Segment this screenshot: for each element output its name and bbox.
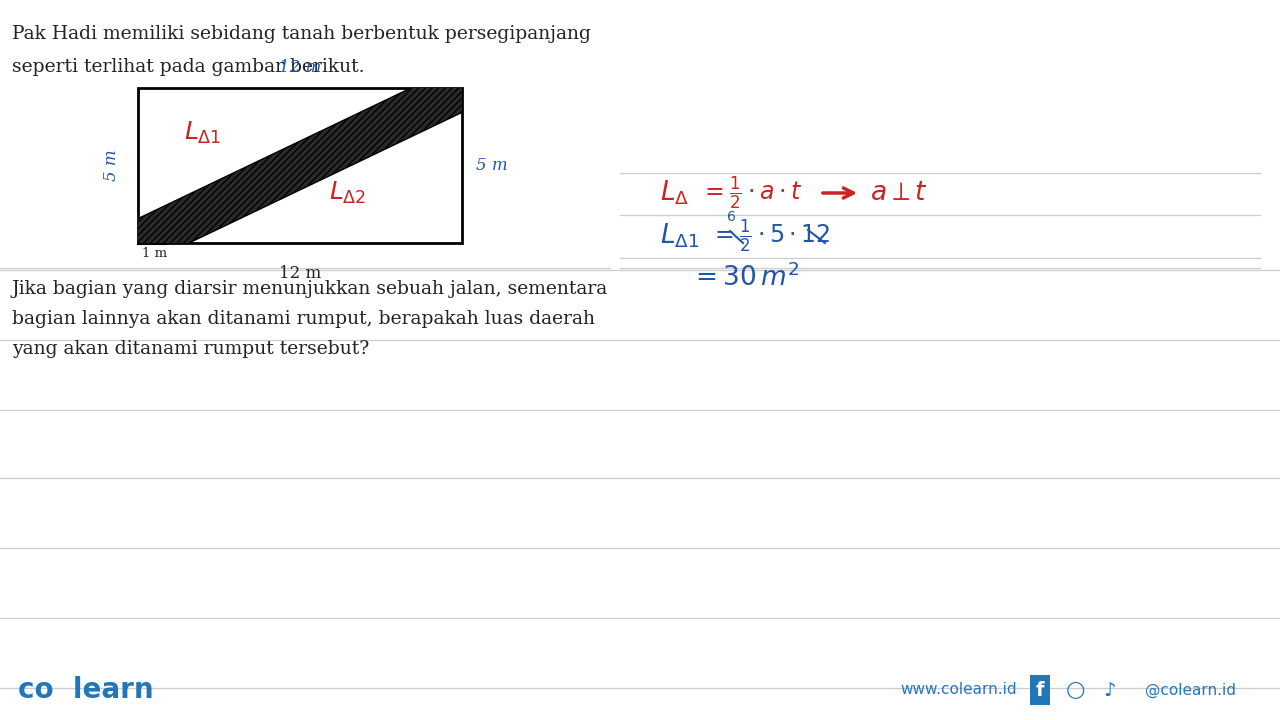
Text: 5 m: 5 m [476,157,508,174]
Text: Pak Hadi memiliki sebidang tanah berbentuk persegipanjang: Pak Hadi memiliki sebidang tanah berbent… [12,25,591,43]
Text: 6: 6 [727,210,736,224]
Text: $= 30 \, m^2$: $= 30 \, m^2$ [690,264,799,292]
Text: $L_{\Delta 1}$: $L_{\Delta 1}$ [184,120,221,146]
Text: bagian lainnya akan ditanami rumput, berapakah luas daerah: bagian lainnya akan ditanami rumput, ber… [12,310,595,328]
Text: f: f [1036,680,1044,700]
Text: $L_{\Delta 2}$: $L_{\Delta 2}$ [329,180,366,206]
Text: 5 m: 5 m [102,150,120,181]
Text: ○: ○ [1065,680,1084,700]
Text: $a \perp t$: $a \perp t$ [870,180,928,206]
Polygon shape [128,68,471,263]
Text: 12 m: 12 m [279,59,321,76]
Text: @colearn.id: @colearn.id [1146,683,1236,698]
Text: $= \frac{1}{2} \cdot 5 \cdot 12$: $= \frac{1}{2} \cdot 5 \cdot 12$ [710,217,831,255]
Text: 1 m: 1 m [142,247,168,260]
Text: www.colearn.id: www.colearn.id [900,683,1016,698]
Bar [138,88,462,243]
Text: ♪: ♪ [1103,680,1116,700]
Text: yang akan ditanami rumput tersebut?: yang akan ditanami rumput tersebut? [12,340,369,358]
Text: Jika bagian yang diarsir menunjukkan sebuah jalan, sementara: Jika bagian yang diarsir menunjukkan seb… [12,280,608,298]
Text: 12 m: 12 m [279,265,321,282]
Text: $L_{\Delta}$: $L_{\Delta}$ [660,179,689,207]
Text: $= \frac{1}{2} \cdot a \cdot t$: $= \frac{1}{2} \cdot a \cdot t$ [700,174,803,212]
Text: seperti terlihat pada gambar berikut.: seperti terlihat pada gambar berikut. [12,58,365,76]
Text: $L_{\Delta 1}$: $L_{\Delta 1}$ [660,222,699,251]
Text: co  learn: co learn [18,676,154,704]
